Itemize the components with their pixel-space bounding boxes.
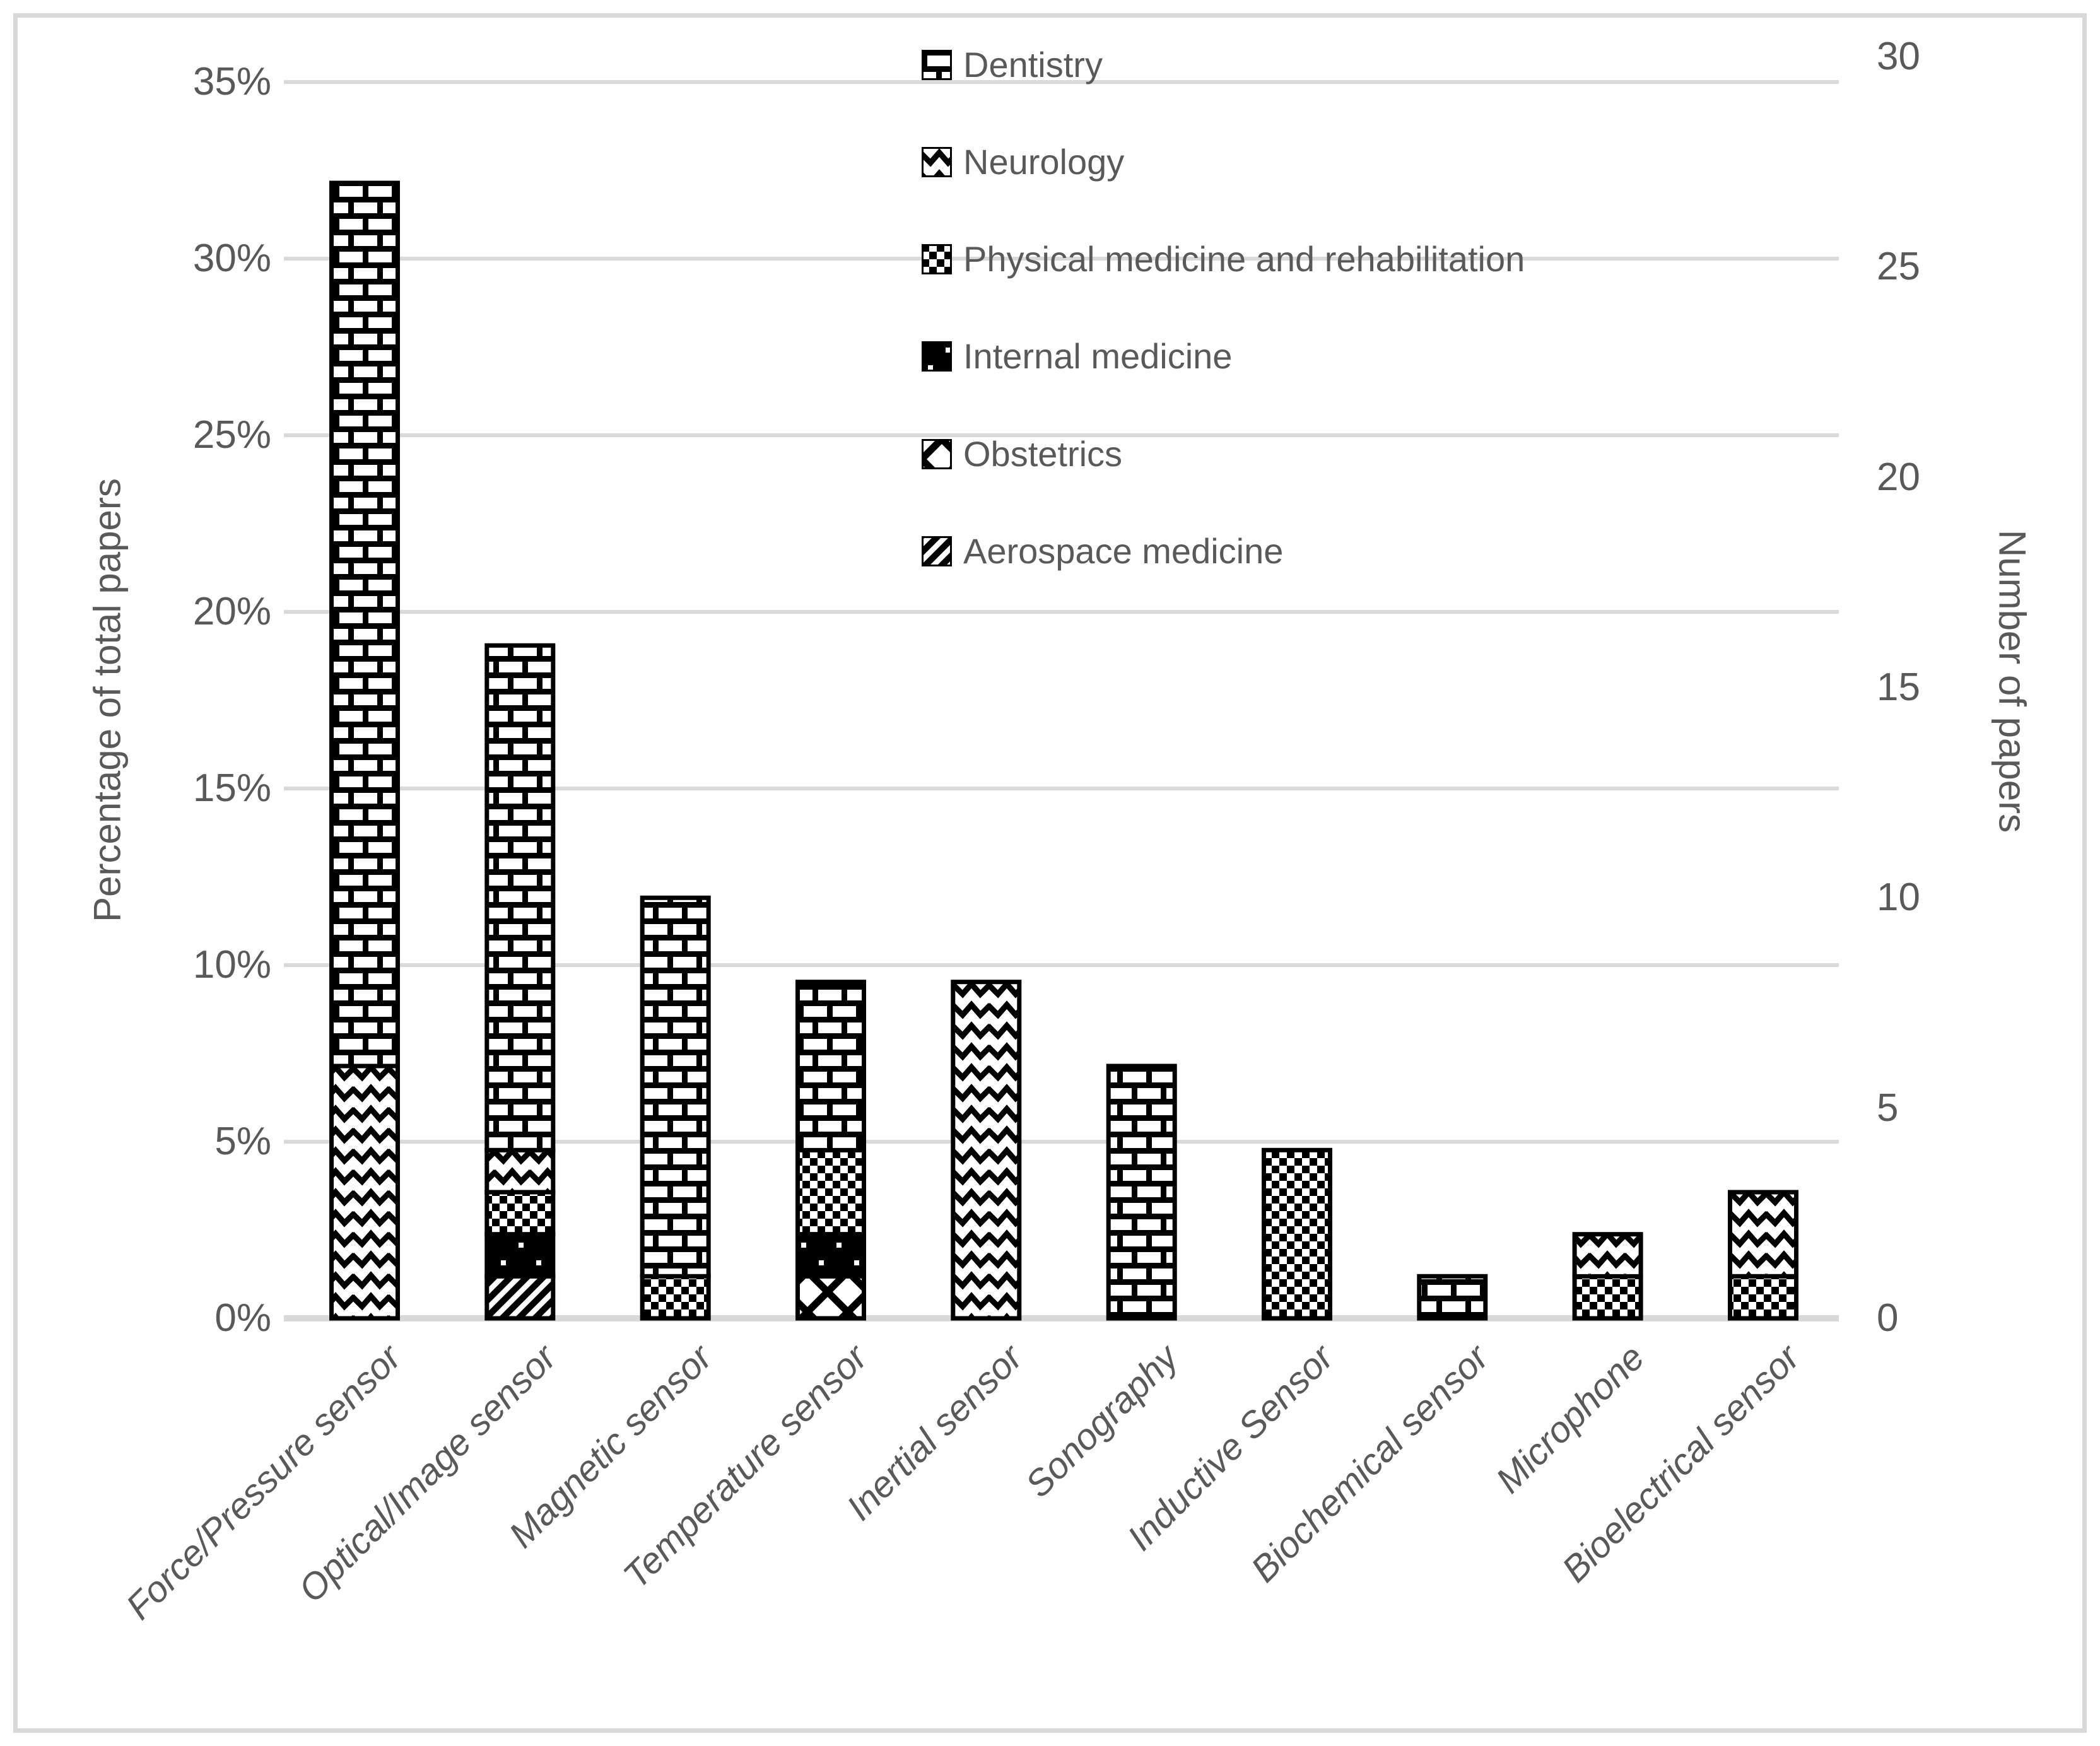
right-axis-tick-0: 0 [1877, 1296, 1899, 1340]
bar-segment [951, 980, 1022, 1321]
wave-pattern-swatch [922, 147, 952, 177]
right-axis-title: Number of papers [1991, 529, 2034, 833]
bar-segment [484, 1274, 556, 1321]
bar-segment [329, 1063, 400, 1321]
divot-pattern-swatch [922, 439, 952, 469]
bar-segment [640, 895, 711, 1279]
bar-segment [1417, 1274, 1488, 1321]
right-axis-tick-15: 15 [1877, 665, 1920, 709]
bar-segment [484, 1232, 556, 1279]
bar-segment [484, 1147, 556, 1195]
solid-dark-pattern-swatch [922, 341, 952, 372]
legend-label: Obstetrics [963, 434, 1123, 474]
left-axis-tick-25: 25% [192, 413, 271, 457]
right-axis-tick-25: 25 [1877, 245, 1920, 288]
bar-series [329, 180, 1798, 1321]
right-axis-tick-5: 5 [1877, 1086, 1899, 1130]
bar-segment [1572, 1232, 1643, 1279]
bar-segment [1728, 1274, 1798, 1321]
right-axis-tick-10: 10 [1877, 876, 1920, 919]
right-axis-tick-30: 30 [1877, 35, 1920, 78]
bar-segment [640, 1274, 711, 1321]
bar-segment [795, 1232, 866, 1279]
legend-label: Physical medicine and rehabilitation [963, 239, 1525, 279]
left-axis-tick-0: 0% [214, 1296, 271, 1340]
diagonal-stripe-pattern-swatch [922, 536, 952, 566]
legend-label: Aerospace medicine [963, 531, 1284, 571]
checker-pattern-swatch [922, 244, 952, 274]
bar-segment [1106, 1063, 1177, 1321]
left-axis-tick-5: 5% [214, 1120, 271, 1163]
bar-segment [329, 180, 400, 1069]
left-axis-tick-35: 35% [192, 60, 271, 103]
left-axis-tick-15: 15% [192, 766, 271, 810]
legend-label: Internal medicine [963, 336, 1233, 376]
bar-segment [795, 980, 866, 1152]
left-axis-title: Percentage of total papers [86, 478, 129, 922]
left-axis-tick-30: 30% [192, 237, 271, 280]
brick-pattern-swatch [922, 50, 952, 80]
legend-label: Neurology [963, 142, 1125, 182]
left-axis-tick-20: 20% [192, 590, 271, 633]
bar-segment [1728, 1190, 1798, 1279]
bar-segment [484, 643, 556, 1152]
bar-segment [1262, 1147, 1332, 1321]
bar-segment [795, 1147, 866, 1237]
right-axis-tick-20: 20 [1877, 455, 1920, 499]
bar-segment [1572, 1274, 1643, 1321]
bar-segment [795, 1274, 866, 1321]
legend-label: Dentistry [963, 45, 1103, 85]
bar-segment [484, 1190, 556, 1237]
left-axis-tick-10: 10% [192, 943, 271, 987]
